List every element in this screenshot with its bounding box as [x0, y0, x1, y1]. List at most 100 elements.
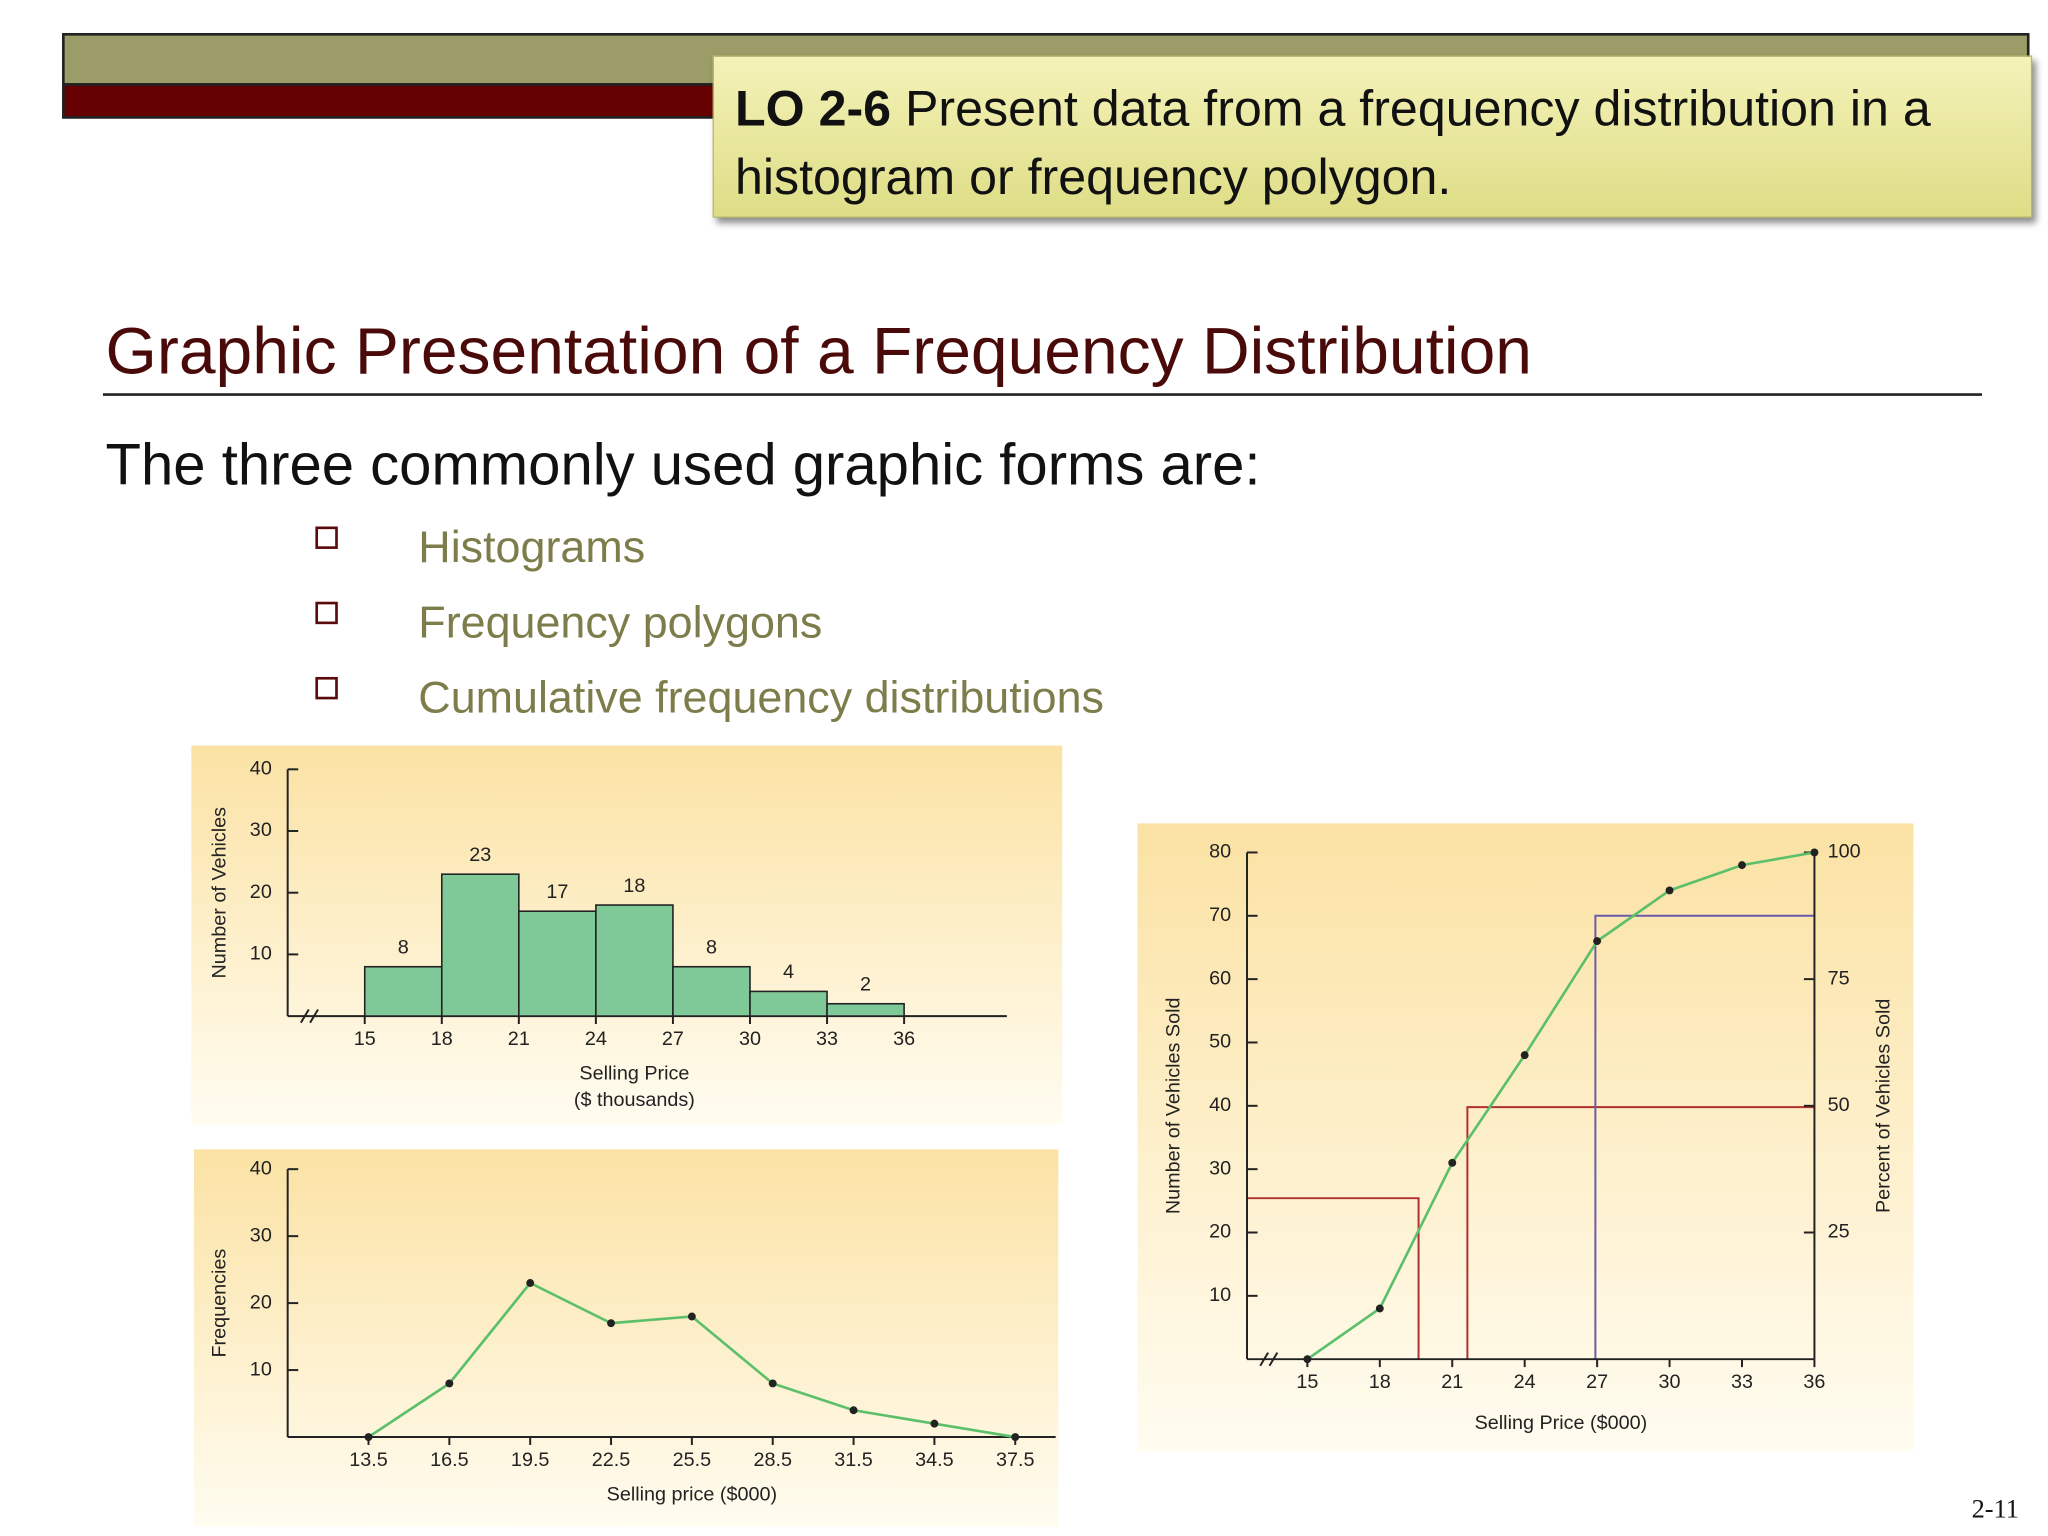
x-axis-label: Selling price ($000)	[607, 1483, 777, 1505]
x-tick-label: 28.5	[753, 1449, 792, 1471]
y-tick-label: 30	[250, 819, 272, 841]
bullet-box	[315, 601, 338, 625]
y-tick-label: 30	[250, 1224, 272, 1246]
slide-title: Graphic Presentation of a Frequency Dist…	[106, 313, 1532, 387]
reading-guides	[1247, 914, 1815, 1360]
data-label: 8	[706, 936, 717, 958]
data-label: 4	[783, 961, 794, 983]
y2-axis-label: Percent of Vehicles Sold	[1873, 999, 1895, 1213]
x-tick-label: 31.5	[834, 1449, 873, 1471]
bar	[595, 904, 674, 1017]
y-tick-label: 60	[1209, 967, 1231, 989]
x-tick-label: 21	[1441, 1371, 1463, 1393]
x-tick-label: 30	[739, 1028, 761, 1050]
x-tick-label: 37.5	[996, 1449, 1035, 1471]
data-point	[849, 1406, 858, 1415]
chart-panel	[1137, 823, 1914, 1452]
axis-break	[309, 1008, 319, 1024]
x-tick-label: 34.5	[915, 1449, 954, 1471]
y-tick-label: 40	[250, 758, 272, 780]
x-tick-label: 13.5	[349, 1449, 388, 1471]
x-tick-label: 30	[1659, 1371, 1681, 1393]
data-point	[768, 1379, 777, 1388]
y-tick-label: 20	[250, 881, 272, 903]
data-point	[687, 1312, 696, 1321]
y-tick-label: 20	[1209, 1221, 1231, 1243]
x-tick-label: 27	[1586, 1371, 1608, 1393]
x-tick-label: 33	[816, 1028, 838, 1050]
y2-tick-label: 100	[1828, 841, 1861, 863]
y-axis-label: Number of Vehicles	[209, 807, 231, 979]
data-point	[1810, 848, 1819, 857]
data-label: 17	[546, 881, 568, 903]
y-tick-label: 80	[1209, 841, 1231, 863]
data-point	[364, 1433, 373, 1441]
data-point	[1520, 1051, 1529, 1060]
page-number: 2-11	[1972, 1494, 2019, 1524]
bullet-box	[315, 526, 338, 549]
guide-line	[1594, 914, 1815, 1360]
y-tick-label: 20	[250, 1291, 272, 1313]
x-tick-label: 33	[1731, 1371, 1753, 1393]
data-point	[526, 1279, 535, 1287]
data-point	[1448, 1158, 1457, 1167]
x-tick-label: 21	[508, 1028, 530, 1050]
data-label: 8	[398, 936, 409, 958]
data-point	[1375, 1304, 1384, 1313]
axis-break	[1259, 1352, 1269, 1367]
x-axis-label: Selling Price	[579, 1062, 689, 1084]
x-axis-label: ($ thousands)	[574, 1089, 695, 1111]
y-axis-label: Number of Vehicles Sold	[1163, 998, 1185, 1215]
x-tick-label: 24	[585, 1028, 607, 1050]
guide-line	[1466, 1106, 1815, 1360]
x-tick-label: 18	[431, 1028, 453, 1050]
x-tick-label: 25.5	[673, 1449, 712, 1471]
x-tick-label: 22.5	[592, 1449, 631, 1471]
axis-break	[1268, 1352, 1279, 1367]
learning-objective: LO 2-6 Present data from a frequency dis…	[712, 55, 2033, 218]
x-tick-label: 27	[662, 1028, 684, 1050]
data-point	[930, 1419, 939, 1428]
objective-code: LO 2-6	[735, 81, 892, 138]
y-tick-label: 70	[1209, 904, 1231, 926]
x-tick-label: 36	[1803, 1371, 1825, 1393]
x-axis-label: Selling Price ($000)	[1475, 1412, 1648, 1434]
y-axis-label: Frequencies	[209, 1249, 231, 1358]
guide-line	[1247, 1197, 1420, 1360]
x-tick-label: 18	[1369, 1371, 1391, 1393]
x-tick-label: 19.5	[511, 1449, 550, 1471]
data-label: 23	[469, 844, 491, 866]
data-point	[1593, 937, 1602, 946]
y-tick-label: 10	[250, 1358, 272, 1380]
bullet-text: Frequency polygons	[418, 596, 822, 647]
data-point	[1738, 861, 1746, 870]
data-label: 18	[623, 875, 645, 897]
y-tick-label: 10	[250, 943, 272, 965]
axis-break	[300, 1008, 310, 1024]
y-tick-label: 40	[250, 1157, 272, 1179]
y2-tick-label: 75	[1828, 967, 1850, 989]
y-tick-label: 50	[1209, 1031, 1231, 1053]
x-tick-label: 15	[354, 1028, 376, 1050]
data-point	[607, 1319, 615, 1328]
data-point	[1303, 1355, 1312, 1364]
bullet-box	[315, 676, 338, 700]
y2-tick-label: 25	[1828, 1221, 1850, 1243]
bar	[440, 873, 520, 1017]
x-tick-label: 16.5	[430, 1449, 469, 1471]
objective-text: Present data from a frequency distributi…	[735, 81, 1931, 206]
x-tick-label: 36	[893, 1028, 915, 1050]
data-label: 2	[860, 974, 871, 996]
bar	[363, 965, 443, 1017]
bar	[518, 910, 597, 1017]
bullet-text: Cumulative frequency distributions	[418, 672, 1104, 723]
data-point	[445, 1379, 454, 1388]
y-tick-label: 30	[1209, 1157, 1231, 1179]
y2-tick-label: 50	[1828, 1094, 1850, 1116]
data-point	[1665, 886, 1674, 895]
chart-panel	[193, 1149, 1059, 1527]
y-tick-label: 40	[1209, 1094, 1231, 1116]
